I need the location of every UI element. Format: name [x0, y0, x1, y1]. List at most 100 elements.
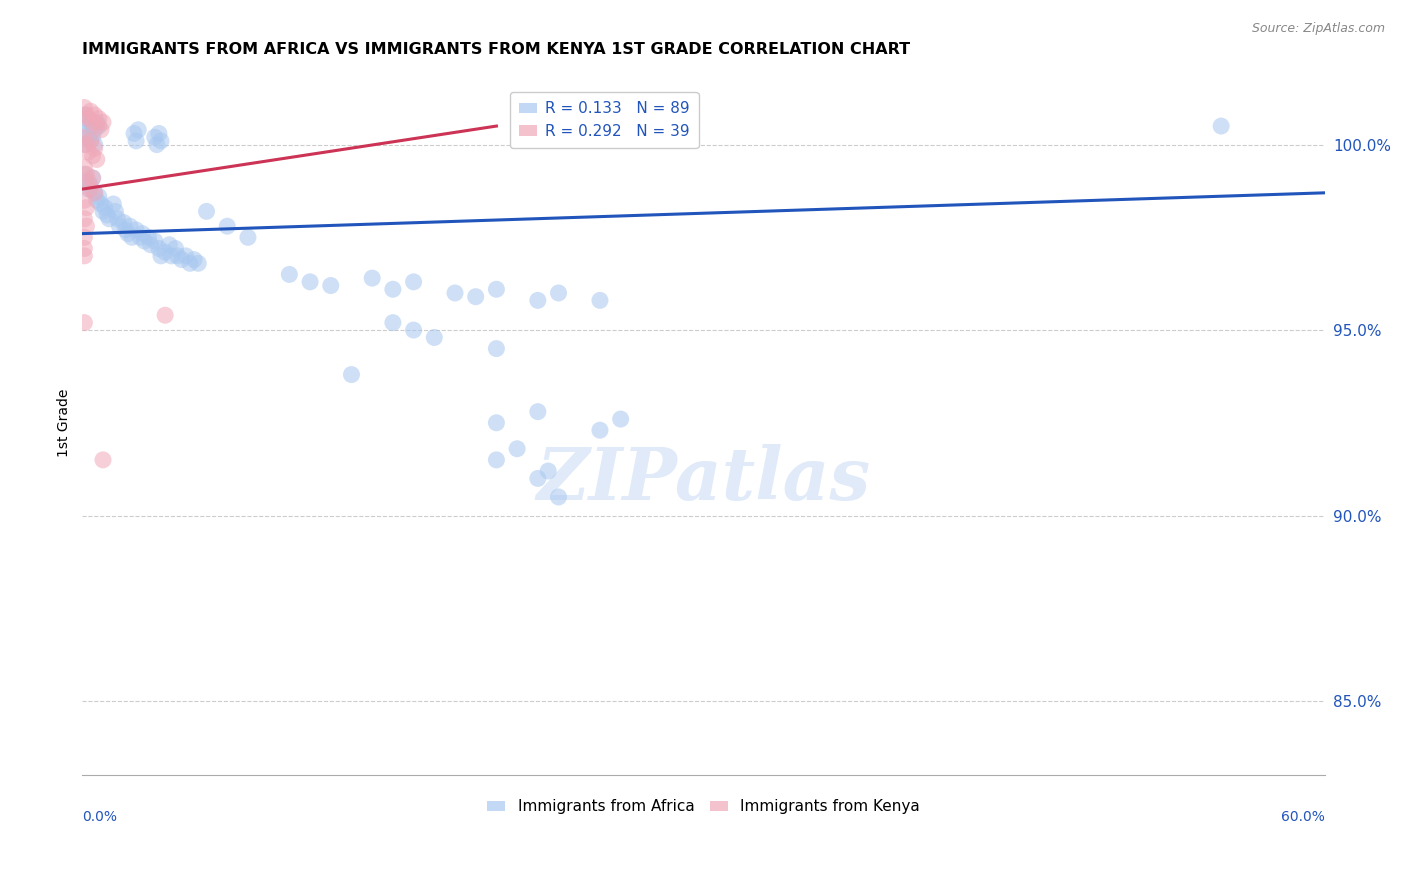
Point	[195, 204, 218, 219]
Point	[79, 134, 101, 148]
Point	[485, 282, 508, 296]
Point	[527, 471, 550, 485]
Point	[73, 130, 96, 145]
Point	[589, 293, 612, 308]
Point	[174, 249, 197, 263]
Point	[114, 223, 136, 237]
Point	[506, 442, 529, 456]
Point	[108, 219, 131, 234]
Point	[143, 130, 166, 145]
Point	[402, 323, 425, 337]
Point	[79, 115, 101, 129]
Point	[125, 223, 148, 237]
Point	[86, 153, 108, 167]
Point	[183, 252, 205, 267]
Point	[131, 227, 153, 241]
Point	[165, 242, 187, 256]
Point	[83, 186, 105, 200]
Point	[75, 175, 97, 189]
Point	[77, 112, 100, 126]
Point	[464, 290, 486, 304]
Point	[148, 127, 170, 141]
Point	[121, 230, 143, 244]
Point	[149, 249, 172, 263]
Point	[139, 237, 162, 252]
Point	[73, 316, 96, 330]
Point	[94, 201, 117, 215]
Point	[75, 201, 97, 215]
Point	[73, 101, 96, 115]
Point	[170, 252, 193, 267]
Point	[340, 368, 363, 382]
Point	[444, 285, 467, 300]
Point	[77, 119, 100, 133]
Point	[83, 122, 105, 136]
Point	[143, 234, 166, 248]
Point	[217, 219, 239, 234]
Point	[75, 219, 97, 234]
Point	[73, 137, 96, 152]
Point	[381, 316, 404, 330]
Point	[138, 230, 160, 244]
Point	[87, 189, 110, 203]
Point	[1211, 119, 1233, 133]
Point	[129, 230, 152, 244]
Point	[527, 404, 550, 418]
Point	[299, 275, 322, 289]
Point	[381, 282, 404, 296]
Point	[179, 256, 201, 270]
Point	[160, 249, 183, 263]
Point	[104, 204, 127, 219]
Point	[77, 182, 100, 196]
Point	[103, 197, 125, 211]
Point	[75, 167, 97, 181]
Point	[125, 134, 148, 148]
Point	[361, 271, 384, 285]
Point	[319, 278, 342, 293]
Point	[77, 145, 100, 159]
Point	[86, 115, 108, 129]
Point	[149, 134, 172, 148]
Point	[86, 193, 108, 207]
Point	[73, 211, 96, 226]
Point	[91, 453, 114, 467]
Point	[153, 245, 176, 260]
Legend: Immigrants from Africa, Immigrants from Kenya: Immigrants from Africa, Immigrants from …	[481, 793, 927, 821]
Point	[79, 178, 101, 193]
Point	[127, 122, 149, 136]
Point	[153, 308, 176, 322]
Point	[87, 112, 110, 126]
Point	[75, 127, 97, 141]
Text: 0.0%: 0.0%	[83, 810, 117, 824]
Point	[107, 211, 129, 226]
Point	[118, 219, 141, 234]
Point	[90, 122, 112, 136]
Point	[236, 230, 259, 244]
Y-axis label: 1st Grade: 1st Grade	[58, 389, 72, 457]
Point	[609, 412, 631, 426]
Point	[73, 160, 96, 174]
Point	[82, 119, 104, 133]
Point	[73, 167, 96, 181]
Point	[402, 275, 425, 289]
Point	[537, 464, 560, 478]
Point	[79, 104, 101, 119]
Point	[589, 423, 612, 437]
Point	[278, 268, 301, 282]
Point	[96, 208, 118, 222]
Point	[134, 234, 156, 248]
Point	[82, 149, 104, 163]
Point	[83, 108, 105, 122]
Point	[83, 141, 105, 155]
Point	[87, 119, 110, 133]
Point	[117, 227, 139, 241]
Point	[73, 230, 96, 244]
Point	[82, 171, 104, 186]
Point	[91, 204, 114, 219]
Text: 60.0%: 60.0%	[1281, 810, 1324, 824]
Point	[146, 137, 169, 152]
Point	[75, 112, 97, 126]
Point	[83, 137, 105, 152]
Point	[485, 416, 508, 430]
Point	[77, 130, 100, 145]
